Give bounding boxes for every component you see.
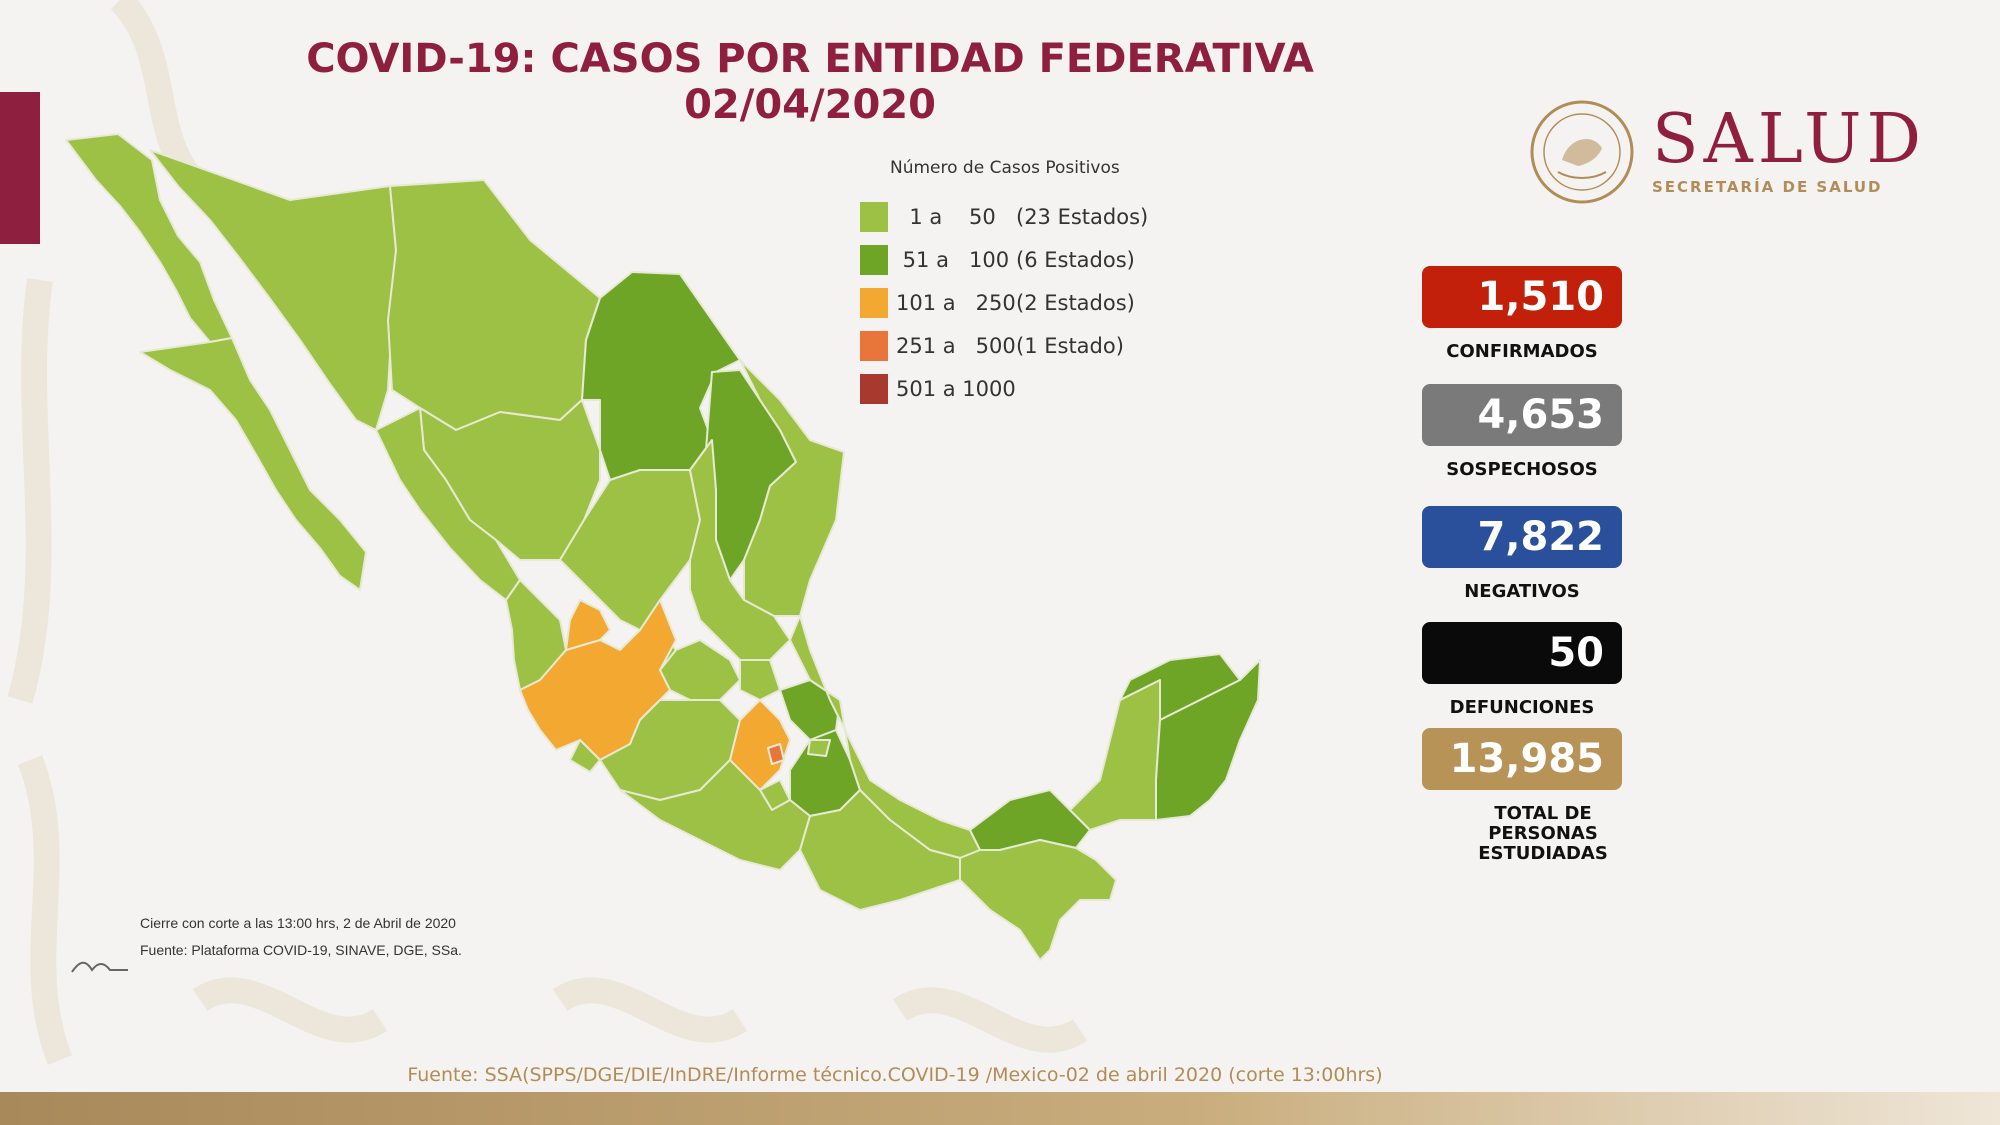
- stat-total: 13,985 TOTAL DE PERSONAS ESTUDIADAS: [1422, 728, 1622, 864]
- stat-label: TOTAL DE PERSONAS ESTUDIADAS: [1478, 803, 1608, 864]
- legend-swatch: [860, 374, 888, 404]
- stat-value: 7,822: [1422, 506, 1622, 568]
- legend-range: 501 a 1000: [896, 377, 1016, 401]
- stat-label: SOSPECHOSOS: [1446, 459, 1598, 480]
- state-quintana-roo: [1155, 659, 1261, 821]
- logo-subtitle: SECRETARÍA DE SALUD: [1652, 178, 1883, 196]
- stat-label: NEGATIVOS: [1464, 581, 1580, 602]
- stat-label: CONFIRMADOS: [1446, 341, 1598, 362]
- stat-label: DEFUNCIONES: [1449, 697, 1595, 718]
- stat-defunciones: 50 DEFUNCIONES: [1422, 622, 1622, 718]
- accent-bar: [0, 92, 40, 244]
- page-title: COVID-19: CASOS POR ENTIDAD FEDERATIVA 0…: [250, 36, 1370, 128]
- legend-swatch: [860, 245, 888, 275]
- legend-range: 101 a 250: [896, 291, 1016, 315]
- legend-swatch: [860, 288, 888, 318]
- state-baja-california-sur: [139, 337, 367, 591]
- state-jalisco-north: [565, 599, 611, 651]
- bottom-bar: [0, 1092, 2000, 1125]
- state-cdmx: [767, 743, 785, 765]
- bottom-source: Fuente: SSA(SPPS/DGE/DIE/InDRE/Informe t…: [407, 1064, 1383, 1086]
- stat-sospechosos: 4,653 SOSPECHOSOS: [1422, 384, 1622, 480]
- title-line-2: 02/04/2020: [684, 82, 936, 128]
- state-colima: [569, 739, 601, 773]
- legend-item: 1 a 50 (23 Estados): [860, 202, 1190, 232]
- stat-confirmados: 1,510 CONFIRMADOS: [1422, 266, 1622, 362]
- stat-value: 50: [1422, 622, 1622, 684]
- salud-logo: SALUD SECRETARÍA DE SALUD: [1528, 98, 1948, 208]
- legend-count: (23 Estados): [1016, 205, 1149, 229]
- state-tlaxcala: [807, 739, 831, 757]
- legend-swatch: [860, 202, 888, 232]
- footnote: Cierre con corte a las 13:00 hrs, 2 de A…: [140, 910, 462, 964]
- state-san-luis-potosi: [689, 439, 791, 661]
- state-chihuahua: [387, 179, 601, 431]
- legend-swatch: [860, 331, 888, 361]
- legend-count: (1 Estado): [1016, 334, 1124, 358]
- stat-value: 1,510: [1422, 266, 1622, 328]
- legend-range: 251 a 500: [896, 334, 1016, 358]
- state-tabasco: [969, 789, 1091, 851]
- national-seal-icon: [1530, 100, 1634, 204]
- map-legend: Número de Casos Positivos 1 a 50 (23 Esta…: [860, 158, 1190, 417]
- logo-name: SALUD: [1652, 100, 1926, 179]
- footnote-line-2: Fuente: Plataforma COVID-19, SINAVE, DGE…: [140, 942, 462, 958]
- legend-title: Número de Casos Positivos: [890, 158, 1120, 178]
- signature-mark-icon: [71, 961, 128, 973]
- stat-negativos: 7,822 NEGATIVOS: [1422, 506, 1622, 602]
- footnote-line-1: Cierre con corte a las 13:00 hrs, 2 de A…: [140, 915, 456, 931]
- state-campeche: [1069, 679, 1161, 831]
- legend-item: 251 a 500 (1 Estado): [860, 331, 1190, 361]
- state-baja-california: [65, 133, 233, 343]
- legend-count: (6 Estados): [1016, 248, 1135, 272]
- legend-item: 51 a 100 (6 Estados): [860, 245, 1190, 275]
- state-guerrero: [619, 759, 811, 871]
- state-chiapas: [959, 839, 1117, 961]
- legend-range: 1 a 50: [896, 205, 996, 229]
- legend-count: (2 Estados): [1016, 291, 1135, 315]
- state-queretaro: [739, 659, 781, 701]
- stat-value: 4,653: [1422, 384, 1622, 446]
- title-line-1: COVID-19: CASOS POR ENTIDAD FEDERATIVA: [306, 36, 1314, 82]
- legend-item: 501 a 1000: [860, 374, 1190, 404]
- legend-range: 51 a 100: [896, 248, 1010, 272]
- legend-item: 101 a 250 (2 Estados): [860, 288, 1190, 318]
- stat-value: 13,985: [1422, 728, 1622, 790]
